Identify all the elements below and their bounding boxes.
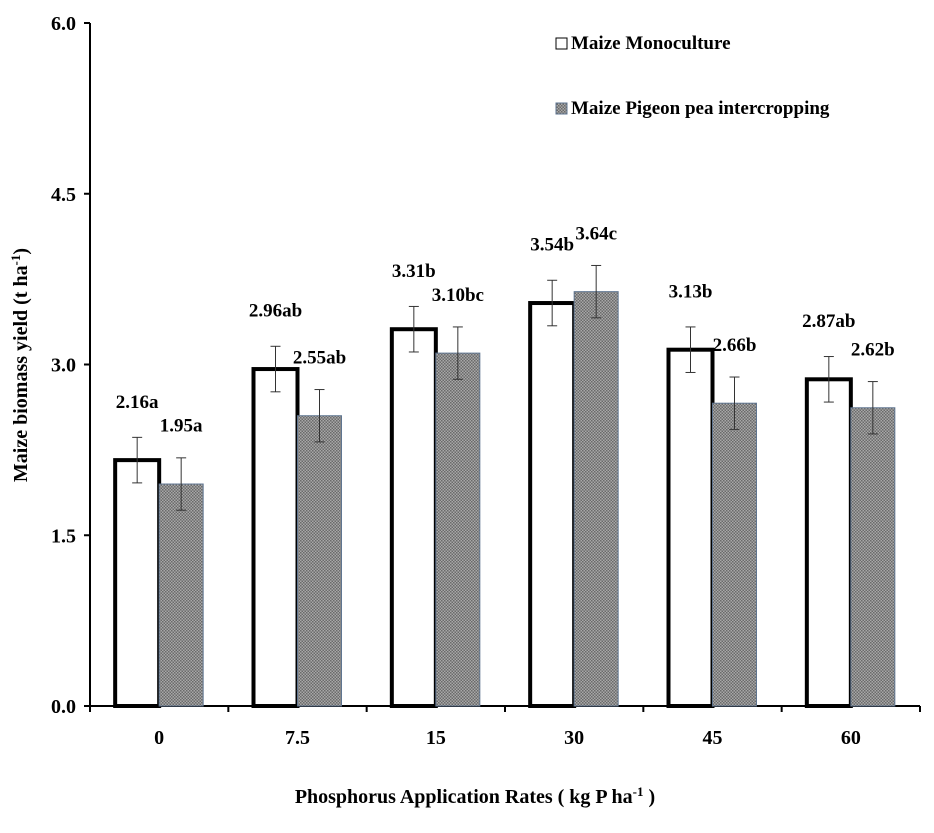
bar-monoculture bbox=[804, 377, 853, 708]
y-tick-label: 6.0 bbox=[51, 13, 76, 35]
legend: Maize Monoculture Maize Pigeon pea inter… bbox=[555, 33, 830, 119]
bar-intercropping bbox=[297, 415, 342, 707]
x-tick-label: 15 bbox=[426, 727, 446, 749]
bar-intercropping bbox=[850, 407, 896, 707]
y-tick-label: 4.5 bbox=[51, 184, 76, 206]
data-label-monoculture: 3.31b bbox=[392, 261, 436, 282]
bar-intercropping bbox=[573, 291, 619, 707]
y-tick-label: 3.0 bbox=[51, 355, 76, 377]
y-tick-label: 1.5 bbox=[51, 525, 76, 547]
data-label-intercropping: 3.64c bbox=[575, 223, 617, 244]
x-tick-label: 45 bbox=[703, 727, 723, 749]
x-tick-label: 60 bbox=[841, 727, 861, 749]
data-label-intercropping: 2.55ab bbox=[293, 347, 346, 368]
data-label-intercropping: 2.62b bbox=[851, 339, 895, 360]
legend-label-monoculture: Maize Monoculture bbox=[571, 33, 731, 54]
bar-intercropping bbox=[158, 483, 204, 707]
y-axis-title: Maize biomass yield (t ha-1) bbox=[8, 248, 32, 482]
x-tick-label: 7.5 bbox=[285, 727, 310, 749]
bar-monoculture bbox=[666, 347, 715, 708]
data-label-monoculture: 3.13b bbox=[669, 281, 713, 302]
bar-intercropping bbox=[435, 352, 481, 707]
y-tick-label: 0.0 bbox=[51, 696, 76, 718]
data-label-monoculture: 2.16a bbox=[116, 392, 159, 413]
legend-label-intercropping: Maize Pigeon pea intercropping bbox=[571, 98, 830, 119]
bar-monoculture bbox=[113, 458, 162, 708]
bar-intercropping bbox=[712, 402, 757, 707]
data-label-intercropping: 1.95a bbox=[160, 416, 203, 437]
x-tick-label: 30 bbox=[564, 727, 584, 749]
data-label-monoculture: 2.96ab bbox=[249, 301, 302, 322]
bar-monoculture bbox=[389, 327, 438, 708]
data-label-intercropping: 2.66b bbox=[713, 335, 757, 356]
data-label-intercropping: 3.10bc bbox=[432, 285, 484, 306]
x-axis-title: Phosphorus Application Rates ( kg P ha-1… bbox=[295, 784, 655, 808]
bar-monoculture bbox=[251, 367, 300, 708]
bar-monoculture bbox=[528, 301, 577, 708]
x-tick-label: 0 bbox=[154, 727, 164, 749]
legend-swatch-intercropping bbox=[555, 102, 568, 115]
data-label-monoculture: 3.54b bbox=[530, 235, 574, 256]
data-label-monoculture: 2.87ab bbox=[802, 311, 855, 332]
legend-swatch-monoculture bbox=[555, 37, 568, 50]
